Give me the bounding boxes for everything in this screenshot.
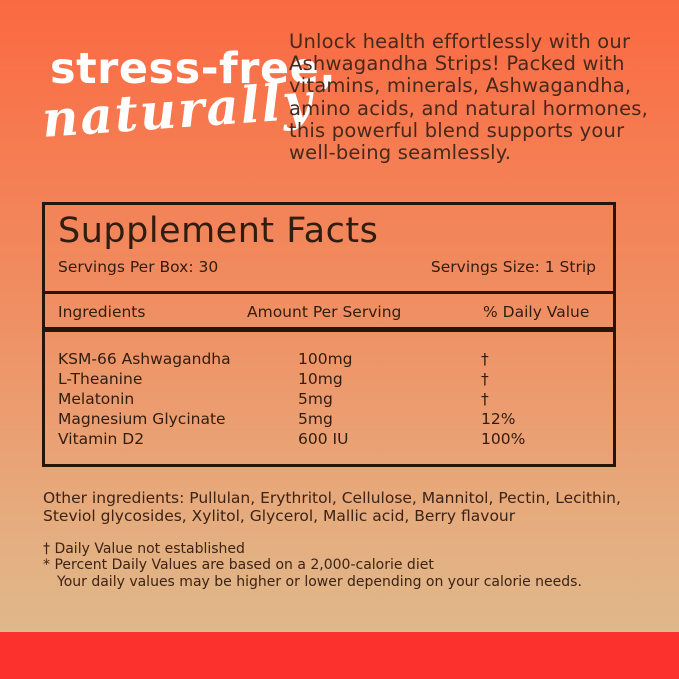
ingredient-name: Melatonin bbox=[58, 390, 135, 408]
description-line: well-being seamlessly. bbox=[289, 141, 512, 165]
column-header-amount: Amount Per Serving bbox=[247, 303, 402, 321]
ingredient-daily-value: † bbox=[481, 370, 489, 388]
ingredient-name: Vitamin D2 bbox=[58, 430, 145, 448]
table-header-row: Ingredients Amount Per Serving % Daily V… bbox=[45, 303, 613, 323]
other-ingredients: Other ingredients: Pullulan, Erythritol,… bbox=[43, 489, 621, 526]
supplement-facts-title: Supplement Facts bbox=[58, 211, 379, 251]
column-header-daily-value: % Daily Value bbox=[483, 303, 590, 321]
divider-thin bbox=[45, 291, 613, 294]
description-line: Ashwagandha Strips! Packed with bbox=[289, 52, 625, 76]
ingredient-name: L-Theanine bbox=[58, 370, 143, 388]
ingredient-daily-value: † bbox=[481, 350, 489, 368]
ingredient-amount: 600 IU bbox=[298, 430, 349, 448]
ingredient-daily-value: † bbox=[481, 390, 489, 408]
column-header-ingredients: Ingredients bbox=[58, 303, 146, 321]
ingredient-name: Magnesium Glycinate bbox=[58, 410, 226, 428]
footnote-dagger: † Daily Value not established bbox=[43, 541, 245, 557]
divider-thick bbox=[45, 327, 613, 332]
table-row: KSM-66 Ashwagandha 100mg † bbox=[45, 350, 613, 370]
ingredient-amount: 5mg bbox=[298, 390, 333, 408]
description-line: Unlock health effortlessly with our bbox=[289, 30, 631, 53]
ingredient-amount: 100mg bbox=[298, 350, 353, 368]
servings-per-box: Servings Per Box: 30 bbox=[58, 258, 219, 276]
serving-size: Servings Size: 1 Strip bbox=[430, 258, 596, 276]
table-row: Magnesium Glycinate 5mg 12% bbox=[45, 410, 613, 430]
footnote-asterisk-continued: Your daily values may be higher or lower… bbox=[57, 573, 582, 590]
ingredient-table: KSM-66 Ashwagandha 100mg † L-Theanine 10… bbox=[45, 350, 613, 450]
description-line: this powerful blend supports your bbox=[289, 118, 625, 142]
footnotes: † Daily Value not established * Percent … bbox=[43, 541, 582, 590]
ingredient-name: KSM-66 Ashwagandha bbox=[58, 350, 231, 368]
description-line: vitamins, minerals, Ashwagandha, bbox=[289, 74, 632, 98]
supplement-facts-panel: Supplement Facts Servings Per Box: 30 Se… bbox=[42, 202, 616, 467]
ingredient-amount: 10mg bbox=[298, 370, 343, 388]
description-line: amino acids, and natural hormones, bbox=[289, 96, 649, 120]
other-ingredients-line: Steviol glycosides, Xylitol, Glycerol, M… bbox=[43, 506, 516, 525]
headline-stress-free: stress-free, bbox=[50, 44, 337, 94]
ingredient-daily-value: 100% bbox=[481, 430, 526, 448]
table-row: Melatonin 5mg † bbox=[45, 390, 613, 410]
red-footer-bar bbox=[0, 632, 679, 679]
footnote-asterisk: * Percent Daily Values are based on a 2,… bbox=[43, 557, 434, 574]
servings-row: Servings Per Box: 30 Servings Size: 1 St… bbox=[58, 258, 596, 276]
product-description: Unlock health effortlessly with our Ashw… bbox=[289, 30, 649, 165]
table-row: Vitamin D2 600 IU 100% bbox=[45, 430, 613, 450]
ingredient-daily-value: 12% bbox=[481, 410, 516, 428]
table-row: L-Theanine 10mg † bbox=[45, 370, 613, 390]
other-ingredients-line: Other ingredients: Pullulan, Erythritol,… bbox=[43, 489, 621, 507]
ingredient-amount: 5mg bbox=[298, 410, 333, 428]
